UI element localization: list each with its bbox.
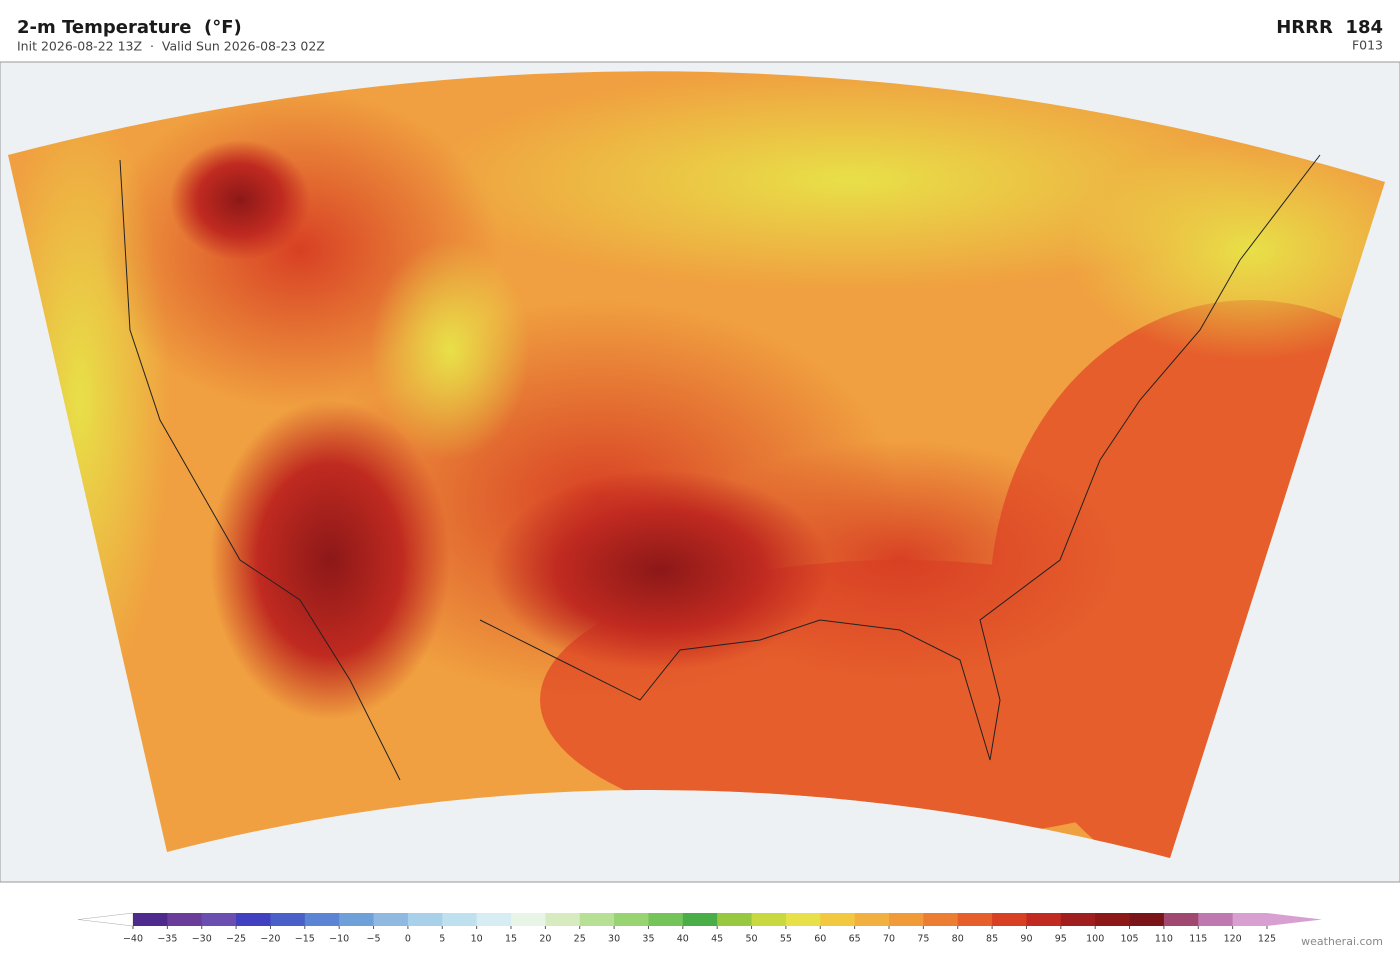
tick-label: 5 (439, 934, 445, 945)
colorbar-segment (1129, 913, 1165, 926)
colorbar-under (77, 912, 134, 927)
tick-label: −35 (157, 934, 177, 945)
colorbar-segment (648, 913, 684, 926)
colorbar-segment (717, 913, 753, 926)
tick-label: 65 (849, 934, 861, 945)
tick-label: 40 (677, 934, 689, 945)
tick-label: 25 (574, 934, 586, 945)
colorbar-segment (373, 913, 409, 926)
tick-label: 15 (505, 934, 517, 945)
tick-label: 95 (1055, 934, 1067, 945)
tick-label: −25 (226, 934, 246, 945)
colorbar-segment (304, 913, 340, 926)
tick-label: 125 (1258, 934, 1276, 945)
tick-label: −5 (367, 934, 381, 945)
forecast-hour: F013 (1352, 38, 1383, 53)
tick-label: −10 (329, 934, 349, 945)
colorbar-segment (545, 913, 581, 926)
temperature-field (8, 71, 1385, 859)
tick-label: 20 (539, 934, 551, 945)
colorbar-segment (167, 913, 203, 926)
colorbar-segment (1198, 913, 1234, 926)
tick-label: 80 (952, 934, 964, 945)
colorbar-segment (889, 913, 924, 926)
colorbar-segment (957, 913, 993, 926)
colorbar-segment (1095, 913, 1131, 926)
colorbar-segment (923, 913, 959, 926)
tick-label: 0 (405, 934, 411, 945)
tick-label: −20 (260, 934, 280, 945)
tick-label: 35 (642, 934, 654, 945)
tick-label: −40 (123, 934, 143, 945)
colorbar-segment (682, 913, 718, 926)
colorbar-segment (820, 913, 856, 926)
tick-label: 110 (1155, 934, 1173, 945)
colorbar: −40 −35 −30 −25 −20 −15 −10 −5 0 5 10 15 20 25 30 35 40 4… (77, 912, 1322, 945)
tick-label: 115 (1189, 934, 1207, 945)
colorbar-segment (579, 913, 615, 926)
tick-label: 120 (1224, 934, 1242, 945)
colorbar-segment (1163, 913, 1199, 926)
tick-label: 90 (1020, 934, 1032, 945)
tick-label: 10 (471, 934, 483, 945)
colorbar-segment (1232, 913, 1268, 926)
colorbar-segment (201, 913, 237, 926)
tick-label: 50 (745, 934, 757, 945)
tick-label: 70 (883, 934, 895, 945)
tick-label: −30 (192, 934, 212, 945)
subtitle: Init 2026-08-22 13Z · Valid Sun 2026-08-… (17, 39, 325, 54)
colorbar-segment (1060, 913, 1096, 926)
colorbar-segment (339, 913, 375, 926)
colorbar-segment (1026, 913, 1062, 926)
colorbar-segment (854, 913, 890, 926)
tick-label: 30 (608, 934, 620, 945)
colorbar-over (1267, 913, 1322, 926)
title: 2-m Temperature (°F) (17, 17, 242, 38)
model: HRRR 184 (1276, 17, 1383, 38)
colorbar-segment (476, 913, 512, 926)
colorbar-segment (236, 913, 271, 926)
tick-label: −15 (295, 934, 315, 945)
tick-label: 100 (1086, 934, 1104, 945)
coastline (119, 154, 1321, 781)
colorbar-segment (614, 913, 649, 926)
colorbar-segment (992, 913, 1027, 926)
colorbar-segment (511, 913, 546, 926)
tick-label: 105 (1120, 934, 1138, 945)
tick-label: 75 (917, 934, 929, 945)
colorbar-segment (270, 913, 306, 926)
colorbar-segment (785, 913, 821, 926)
credit: weatherai.com (1301, 935, 1383, 948)
tick-label: 55 (780, 934, 792, 945)
tick-label: 85 (986, 934, 998, 945)
colorbar-segment (133, 913, 168, 926)
colorbar-segment (407, 913, 443, 926)
tick-label: 45 (711, 934, 723, 945)
tick-label: 60 (814, 934, 826, 945)
colorbar-segment (442, 913, 478, 926)
colorbar-segment (751, 913, 787, 926)
